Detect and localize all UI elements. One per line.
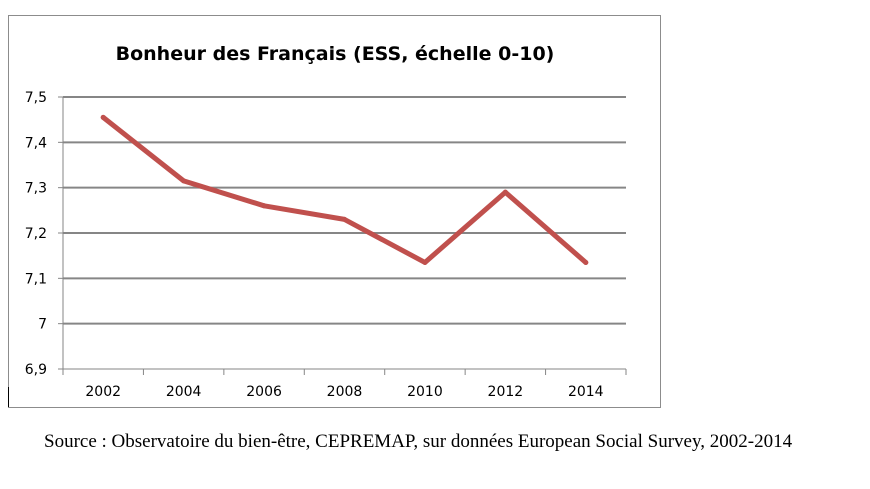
data-point xyxy=(100,114,106,120)
chart-area xyxy=(8,15,661,408)
series-layer xyxy=(100,114,589,265)
y-tick-label: 7,2 xyxy=(25,226,47,242)
data-point xyxy=(583,259,589,265)
series-line xyxy=(100,114,589,265)
gridlines xyxy=(63,96,626,325)
axes xyxy=(58,96,627,375)
y-axis-tick-labels: 6,9 7 7,1 7,2 7,3 7,4 7,5 xyxy=(25,90,47,378)
x-tick-label: 2008 xyxy=(327,384,363,400)
x-tick-label: 2006 xyxy=(246,384,282,400)
source-note: Source : Observatoire du bien-être, CEPR… xyxy=(44,431,793,452)
x-tick-label: 2012 xyxy=(488,384,524,400)
y-tick-label: 7,3 xyxy=(25,181,47,197)
text-cursor xyxy=(8,387,9,407)
data-point xyxy=(342,216,347,222)
data-point xyxy=(502,189,508,195)
x-tick-label: 2002 xyxy=(85,384,121,400)
y-tick-label: 6,9 xyxy=(25,362,47,378)
data-point xyxy=(261,203,267,209)
x-axis-tick-labels: 2002 2004 2006 2008 2010 2012 2014 xyxy=(85,384,603,400)
y-tick-label: 7 xyxy=(38,317,47,333)
y-tick-label: 7,4 xyxy=(25,135,47,151)
y-tick-label: 7,5 xyxy=(25,90,47,106)
x-tick-label: 2010 xyxy=(407,384,443,400)
y-tick-label: 7,1 xyxy=(25,271,47,287)
chart-title: Bonheur des Français (ESS, échelle 0-10) xyxy=(116,43,555,65)
data-point xyxy=(181,178,187,184)
x-tick-label: 2004 xyxy=(166,384,202,400)
data-point xyxy=(422,259,428,265)
x-tick-label: 2014 xyxy=(568,384,604,400)
